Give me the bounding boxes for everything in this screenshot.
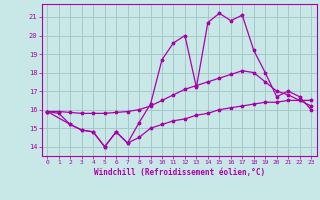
X-axis label: Windchill (Refroidissement éolien,°C): Windchill (Refroidissement éolien,°C) — [94, 168, 265, 177]
